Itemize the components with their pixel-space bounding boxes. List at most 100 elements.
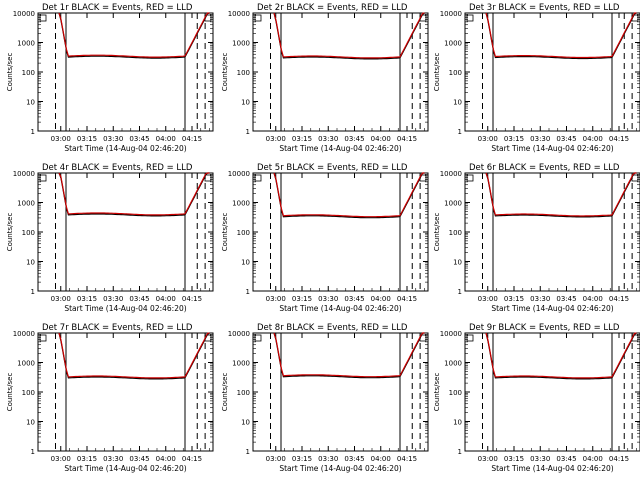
x-tick-label: 03:15 [292, 295, 312, 303]
y-tick-label: 100 [22, 389, 35, 397]
y-tick-label: 100 [237, 229, 250, 237]
y-axis-label: Counts/sec [6, 213, 14, 252]
x-axis-label: Start Time (14-Aug-04 02:46:20) [64, 464, 186, 473]
x-tick-label: 03:15 [504, 455, 524, 463]
y-tick-label: 10000 [228, 10, 250, 18]
panel-8: Det 8r BLACK = Events, RED = LLD 1 10 100 10… [221, 323, 429, 473]
panel-1: Det 1r BLACK = Events, RED = LLD 1 10 100 10… [6, 3, 214, 153]
panel-2: Det 2r BLACK = Events, RED = LLD 1 10 100 10… [221, 3, 429, 153]
corner-marker [254, 174, 262, 182]
y-tick-label: 1000 [17, 360, 35, 368]
x-tick-label: 04:00 [583, 135, 603, 143]
x-tick-label: 03:45 [556, 295, 576, 303]
y-tick-label: 10000 [440, 10, 462, 18]
x-tick-label: 04:15 [397, 295, 417, 303]
y-tick-label: 1 [458, 448, 462, 456]
x-tick-label: 03:30 [530, 135, 550, 143]
y-tick-label: 1 [31, 448, 35, 456]
panel-title: Det 5r BLACK = Events, RED = LLD [257, 163, 408, 173]
y-tick-label: 1 [246, 128, 250, 136]
y-tick-label: 10 [453, 99, 462, 107]
y-axis-label: Counts/sec [221, 53, 229, 92]
x-axis-label: Start Time (14-Aug-04 02:46:20) [279, 144, 401, 153]
y-tick-label: 10000 [228, 170, 250, 178]
plot-frame [37, 332, 214, 452]
series-events-line [485, 332, 637, 380]
x-axis-label: Start Time (14-Aug-04 02:46:20) [279, 304, 401, 313]
x-axis-label: Start Time (14-Aug-04 02:46:20) [491, 464, 613, 473]
y-tick-label: 10 [241, 419, 250, 427]
y-tick-label: 10 [26, 419, 35, 427]
x-tick-label: 04:15 [609, 295, 629, 303]
x-tick-label: 04:00 [371, 135, 391, 143]
x-tick-label: 04:00 [156, 295, 176, 303]
series-events-line [58, 12, 210, 59]
panel-title: Det 6r BLACK = Events, RED = LLD [469, 163, 620, 173]
plot-frame [252, 172, 429, 292]
y-tick-label: 1000 [444, 40, 462, 48]
corner-marker [254, 14, 262, 22]
x-tick-label: 03:30 [318, 295, 338, 303]
x-tick-label: 03:45 [556, 455, 576, 463]
x-axis-label: Start Time (14-Aug-04 02:46:20) [64, 144, 186, 153]
x-tick-label: 04:00 [371, 455, 391, 463]
x-tick-label: 04:15 [397, 455, 417, 463]
series-events-line [485, 172, 637, 218]
series-lld-line [273, 172, 425, 218]
y-tick-label: 1000 [232, 360, 250, 368]
y-axis-label: Counts/sec [221, 213, 229, 252]
plot-frame [464, 12, 640, 132]
y-tick-label: 100 [22, 229, 35, 237]
corner-marker [39, 334, 47, 342]
panel-3: Det 3r BLACK = Events, RED = LLD 1 10 100 10… [433, 3, 640, 153]
corner-marker [39, 174, 47, 182]
y-tick-label: 1 [31, 128, 35, 136]
y-tick-label: 100 [237, 389, 250, 397]
y-tick-label: 10000 [13, 170, 35, 178]
panel-9: Det 9r BLACK = Events, RED = LLD 1 10 100 10… [433, 323, 640, 473]
x-tick-label: 03:15 [77, 135, 97, 143]
corner-marker [466, 334, 474, 342]
panel-4: Det 4r BLACK = Events, RED = LLD 1 10 100 10… [6, 163, 214, 313]
y-tick-label: 1 [246, 448, 250, 456]
x-tick-label: 04:00 [371, 295, 391, 303]
panel-title: Det 3r BLACK = Events, RED = LLD [469, 3, 620, 13]
series-lld-line [58, 332, 210, 379]
series-events-line [273, 12, 425, 60]
x-tick-label: 03:00 [266, 295, 286, 303]
x-tick-label: 03:00 [478, 295, 498, 303]
y-tick-label: 1000 [444, 200, 462, 208]
y-axis-label: Counts/sec [433, 53, 441, 92]
panel-title: Det 7r BLACK = Events, RED = LLD [42, 323, 193, 333]
x-tick-label: 03:45 [129, 135, 149, 143]
y-axis-label: Counts/sec [6, 373, 14, 412]
y-tick-label: 10 [241, 99, 250, 107]
x-tick-label: 04:00 [156, 135, 176, 143]
plot-frame [464, 332, 640, 452]
x-tick-label: 04:15 [609, 455, 629, 463]
x-tick-label: 03:45 [129, 295, 149, 303]
panel-7: Det 7r BLACK = Events, RED = LLD 1 10 100 10… [6, 323, 214, 473]
series-events-line [58, 332, 210, 380]
series-lld-line [485, 332, 637, 379]
y-axis-label: Counts/sec [433, 373, 441, 412]
y-tick-label: 1 [458, 128, 462, 136]
x-tick-label: 03:00 [478, 455, 498, 463]
y-axis-label: Counts/sec [221, 373, 229, 412]
corner-marker [466, 14, 474, 22]
x-tick-label: 04:15 [182, 455, 202, 463]
x-tick-label: 03:00 [478, 135, 498, 143]
corner-marker [254, 334, 262, 342]
y-axis-label: Counts/sec [433, 213, 441, 252]
panel-title: Det 1r BLACK = Events, RED = LLD [42, 3, 193, 13]
x-tick-label: 03:15 [504, 135, 524, 143]
x-tick-label: 04:15 [397, 135, 417, 143]
y-tick-label: 10 [241, 259, 250, 267]
y-tick-label: 1 [31, 288, 35, 296]
x-axis-label: Start Time (14-Aug-04 02:46:20) [279, 464, 401, 473]
y-tick-label: 1000 [444, 360, 462, 368]
x-tick-label: 03:45 [344, 295, 364, 303]
corner-marker [39, 14, 47, 22]
